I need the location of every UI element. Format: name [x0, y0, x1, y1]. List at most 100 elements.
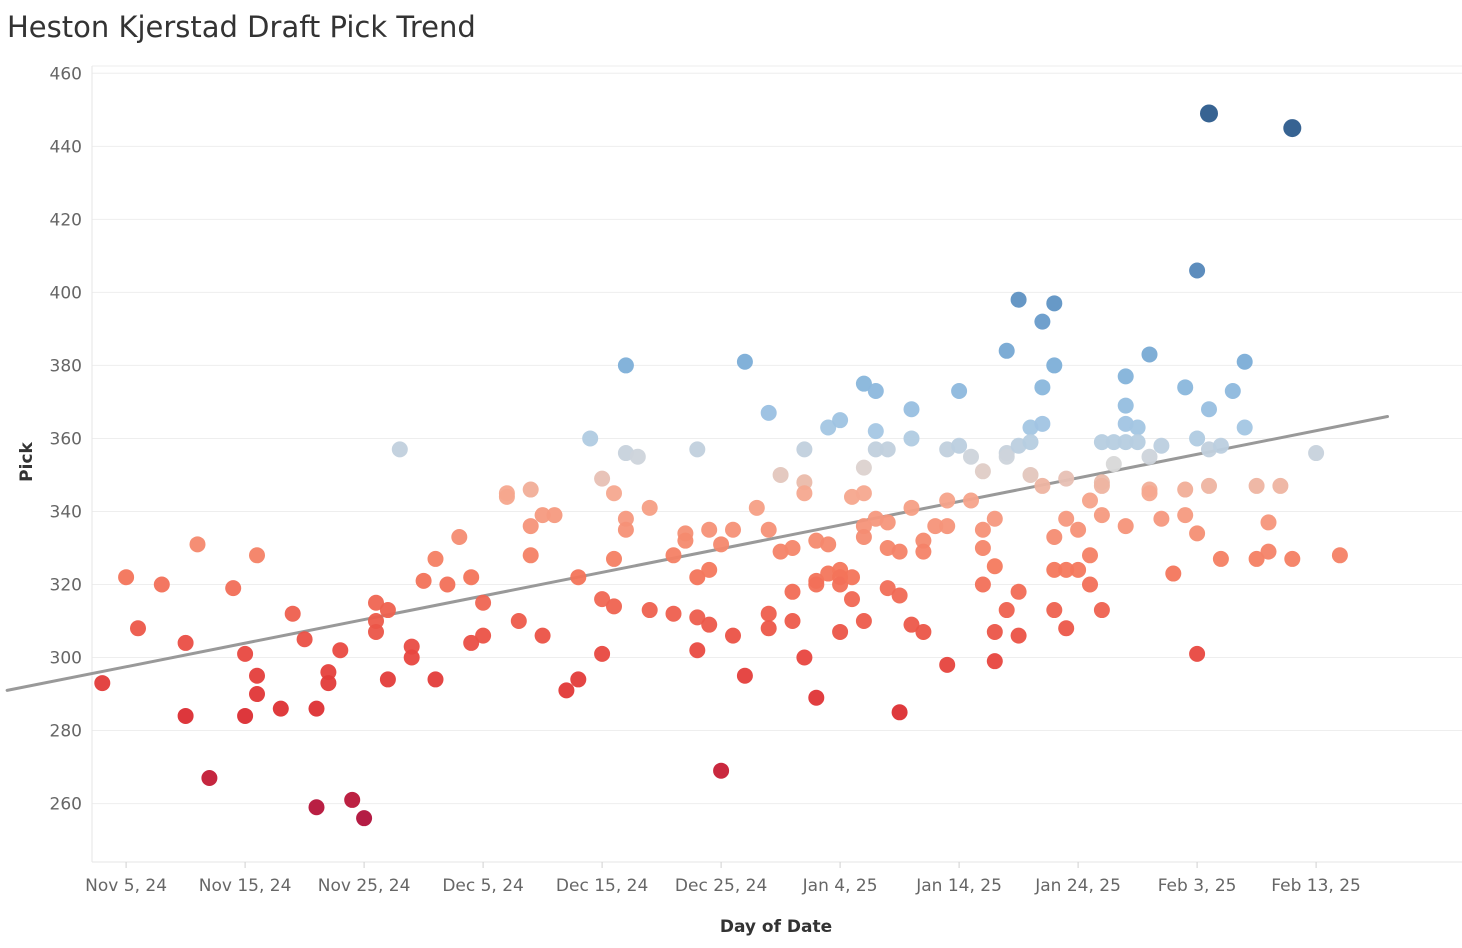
data-point: [855, 518, 872, 535]
data-point: [832, 412, 849, 429]
y-tick-label: 380: [50, 356, 82, 376]
x-axis-title: Day of Date: [720, 917, 832, 937]
data-point: [594, 645, 611, 662]
data-point: [760, 605, 777, 622]
x-tick-label: Nov 5, 24: [85, 876, 167, 896]
data-point: [689, 609, 706, 626]
data-point: [1058, 561, 1075, 578]
data-point: [522, 481, 539, 498]
data-point: [617, 357, 634, 374]
y-axis-title: Pick: [17, 441, 37, 481]
data-point: [368, 623, 384, 640]
data-point: [974, 521, 991, 538]
data-point: [1105, 456, 1122, 472]
data-point: [915, 543, 932, 560]
data-point: [903, 616, 920, 633]
data-point: [879, 441, 896, 458]
data-point: [1070, 521, 1087, 538]
y-tick-label: 300: [50, 649, 82, 669]
data-point: [272, 700, 289, 717]
data-point: [1046, 295, 1063, 312]
data-point: [1200, 104, 1218, 123]
data-point: [1034, 379, 1051, 396]
data-point: [689, 569, 706, 586]
data-point: [701, 521, 718, 538]
x-tick-label: Nov 25, 24: [318, 876, 411, 896]
y-tick-label: 420: [50, 210, 82, 230]
data-point: [986, 653, 1003, 670]
data-point: [606, 485, 622, 502]
data-point: [1177, 379, 1194, 396]
data-point: [1248, 477, 1265, 494]
data-point: [1189, 525, 1206, 542]
tick-labels: 260 280 300 320 340 360 380 400 420 440 460 Nov 5, …: [50, 64, 1361, 896]
data-point: [891, 587, 908, 604]
data-point: [796, 441, 813, 458]
data-point: [522, 518, 539, 535]
data-point: [784, 613, 801, 630]
data-point: [284, 605, 301, 622]
data-point: [986, 623, 1003, 640]
data-point: [832, 623, 849, 640]
data-point: [1212, 550, 1229, 567]
data-point: [606, 598, 622, 615]
data-point: [1201, 477, 1217, 494]
data-point: [855, 375, 872, 392]
y-tick-label: 280: [50, 722, 82, 742]
data-point: [725, 521, 741, 538]
data-point: [356, 810, 373, 827]
data-point: [1046, 357, 1063, 374]
data-point: [867, 441, 884, 458]
data-point: [308, 799, 325, 816]
data-point: [986, 510, 1003, 527]
data-point: [915, 532, 932, 549]
data-point: [629, 448, 646, 465]
data-point: [463, 569, 480, 586]
data-point: [1260, 543, 1277, 560]
data-point: [320, 675, 337, 692]
data-point: [546, 507, 563, 524]
data-point: [701, 616, 718, 633]
data-point: [1070, 561, 1087, 578]
data-point: [582, 430, 599, 447]
data-point: [701, 561, 718, 578]
data-point: [1189, 262, 1206, 279]
x-tick-label: Dec 5, 24: [442, 876, 524, 896]
data-point: [939, 656, 956, 673]
data-point: [998, 448, 1015, 465]
y-tick-label: 340: [50, 502, 82, 522]
data-point: [855, 529, 872, 546]
data-point: [606, 550, 622, 567]
x-tick-label: Dec 15, 24: [556, 876, 648, 896]
data-point: [736, 353, 753, 370]
data-point: [570, 569, 587, 586]
data-point: [784, 583, 801, 600]
data-point: [1283, 119, 1302, 138]
data-point: [1022, 434, 1039, 451]
data-point: [332, 642, 349, 659]
data-point: [1212, 437, 1229, 454]
data-point: [974, 463, 991, 480]
data-point: [344, 791, 361, 808]
data-point: [177, 634, 194, 651]
data-point: [891, 543, 908, 560]
data-point: [1010, 583, 1027, 600]
data-point: [867, 382, 884, 399]
data-point: [820, 536, 837, 553]
data-point: [320, 664, 337, 681]
data-point: [1165, 565, 1182, 582]
data-point: [189, 536, 206, 553]
data-point: [308, 700, 325, 717]
data-point: [118, 569, 135, 586]
data-point: [713, 536, 730, 553]
data-point: [855, 459, 872, 476]
data-point: [855, 613, 872, 630]
data-point: [760, 620, 777, 637]
data-point: [1153, 437, 1170, 454]
data-point: [225, 580, 242, 597]
data-point: [1129, 434, 1146, 451]
data-point: [427, 550, 444, 567]
data-point: [1117, 518, 1134, 535]
data-point: [1129, 419, 1146, 436]
